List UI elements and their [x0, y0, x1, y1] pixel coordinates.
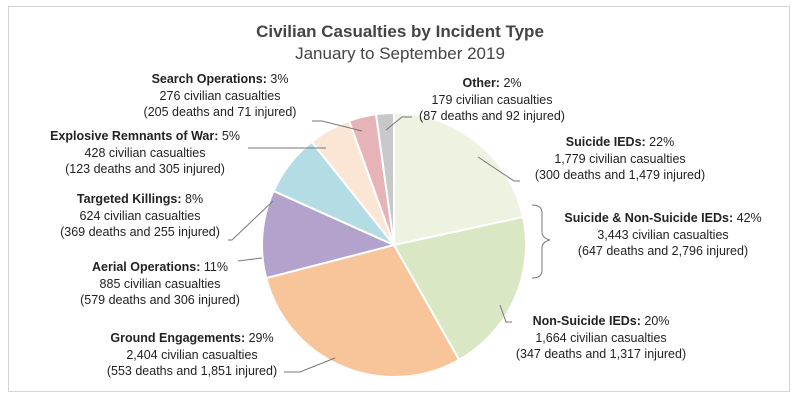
- bracket-ieds: [531, 204, 551, 279]
- label-non-suicide-ieds: Non-Suicide IEDs: 20% 1,664 civilian cas…: [515, 314, 687, 361]
- label-suicide-ieds: Suicide IEDs: 22% 1,779 civilian casualt…: [534, 135, 706, 182]
- label-explosive-remnants-of-war: Explosive Remnants of War: 5% 428 civili…: [50, 129, 240, 176]
- label-ground-engagements: Ground Engagements: 29% 2,404 civilian c…: [106, 331, 278, 378]
- label-other: Other: 2% 179 civilian casualties (87 de…: [419, 76, 565, 123]
- pie-slice-other: [374, 111, 395, 246]
- pie-slice-non-suicide-ieds: [392, 215, 528, 362]
- leader-line-search: [312, 120, 363, 132]
- pie-slice-suicide-ieds: [393, 111, 525, 247]
- chart-title: Civilian Casualties by Incident Type: [256, 22, 544, 41]
- label-suicide-non-suicide-ieds: Suicide & Non-Suicide IEDs: 42% 3,443 ci…: [564, 211, 762, 258]
- leader-line-nonsuicide: [499, 304, 512, 323]
- pie-slice-aerial-operations: [261, 189, 398, 280]
- leader-lines: [228, 116, 551, 373]
- leader-line-aerial: [237, 257, 263, 262]
- pie-slice-ground-engagements: [264, 243, 461, 378]
- chart-frame: [8, 6, 790, 392]
- label-targeted-killings: Targeted Killings: 8% 624 civilian casua…: [60, 192, 220, 239]
- leader-line-targeted: [228, 200, 274, 241]
- label-search-operations: Search Operations: 3% 276 civilian casua…: [143, 72, 297, 119]
- leader-line-ground: [284, 357, 336, 373]
- leader-line-suicide: [477, 156, 520, 182]
- pie-slices: [261, 111, 528, 378]
- leader-line-other: [385, 116, 412, 131]
- chart-subtitle: January to September 2019: [295, 44, 505, 63]
- label-aerial-operations: Aerial Operations: 11% 885 civilian casu…: [80, 260, 240, 307]
